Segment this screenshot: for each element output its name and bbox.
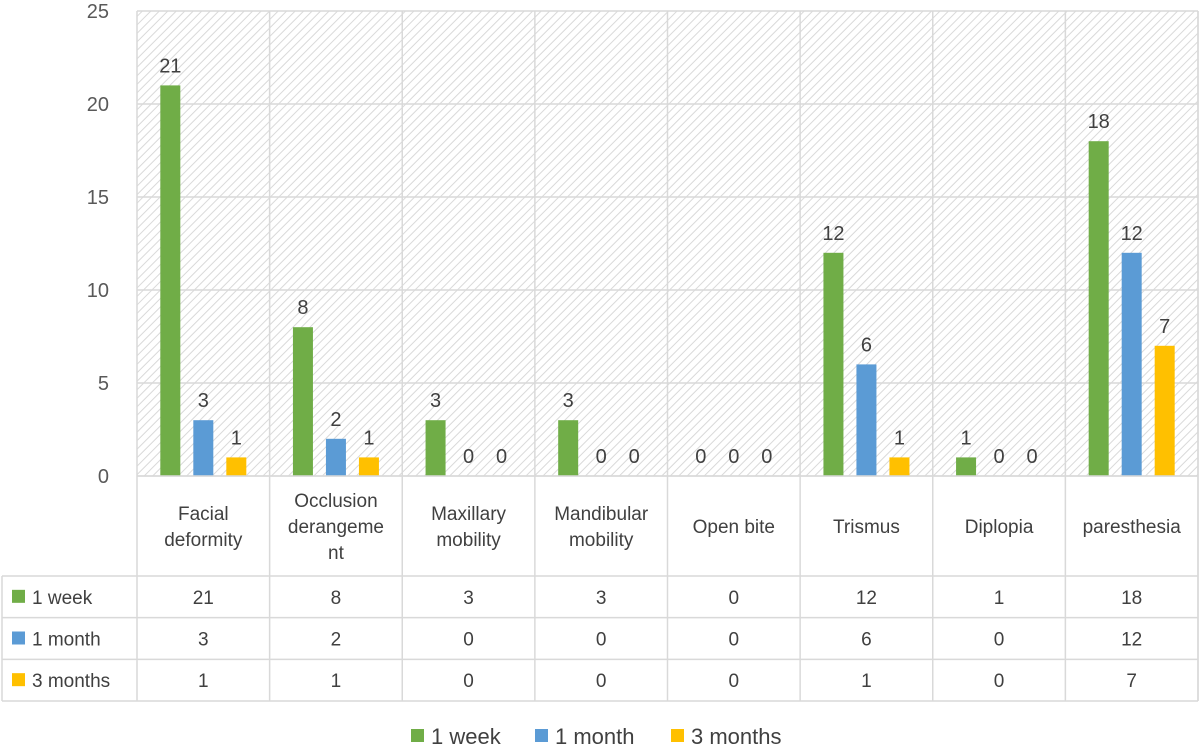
table-cell: 2: [331, 630, 342, 651]
data-label: 12: [822, 223, 844, 245]
data-label: 0: [596, 446, 607, 468]
category-label: Mandibular mobility: [554, 504, 649, 551]
table-cell: 0: [994, 630, 1005, 651]
y-tick-label: 15: [87, 187, 109, 209]
data-table: Facial deformity Occlusion derangeme nt Maxil…: [1, 11, 1199, 702]
data-label: 8: [297, 297, 308, 319]
table-legend-key: [12, 589, 25, 603]
bar: [823, 252, 844, 476]
category-label: Open bite: [693, 517, 775, 538]
table-cell: 3: [198, 630, 209, 651]
data-label: 2: [330, 409, 341, 431]
table-cell: 8: [331, 588, 342, 609]
table-cell: 0: [463, 671, 474, 692]
data-label: 1: [363, 427, 374, 449]
table-cell: 0: [596, 630, 607, 651]
bar: [1121, 252, 1142, 476]
table-legend-key: [12, 673, 25, 687]
category-label: Maxillary mobility: [431, 504, 506, 551]
data-label: 6: [861, 334, 872, 356]
bar: [956, 457, 977, 476]
data-label: 0: [496, 446, 507, 468]
data-label: 3: [563, 390, 574, 412]
bar: [425, 420, 446, 476]
bar: [558, 420, 579, 476]
table-cell: 3: [463, 588, 474, 609]
legend-key: [671, 729, 684, 742]
y-tick-label: 25: [87, 1, 109, 23]
table-cell: 0: [729, 588, 740, 609]
bar: [292, 327, 313, 476]
legend-label: 3 months: [691, 724, 782, 749]
table-cell: 0: [729, 671, 740, 692]
table-cell: 6: [861, 630, 872, 651]
data-label: 3: [198, 390, 209, 412]
table-cell: 0: [994, 671, 1005, 692]
data-label: 0: [695, 446, 706, 468]
category-label: Diplopia: [965, 517, 1034, 538]
table-cell: 12: [1121, 630, 1142, 651]
bar: [160, 85, 181, 477]
table-cell: 7: [1126, 671, 1137, 692]
data-label: 1: [231, 427, 242, 449]
bar: [325, 438, 346, 476]
table-cell: 0: [729, 630, 740, 651]
legend-key: [535, 729, 548, 742]
data-label: 7: [1159, 316, 1170, 338]
table-row-label: 1 week: [32, 588, 93, 609]
data-label: 21: [159, 55, 181, 77]
legend-label: 1 week: [431, 724, 502, 749]
data-label: 1: [961, 427, 972, 449]
data-label: 12: [1121, 223, 1143, 245]
data-label: 0: [761, 446, 772, 468]
bar: [226, 457, 247, 476]
legend-key: [411, 729, 424, 742]
data-label: 1: [894, 427, 905, 449]
table-cell: 21: [193, 588, 214, 609]
table-legend-key: [12, 631, 25, 645]
data-label: 3: [430, 390, 441, 412]
table-cell: 0: [596, 671, 607, 692]
bar: [193, 420, 214, 476]
y-tick-label: 10: [87, 280, 109, 302]
category-label: paresthesia: [1083, 517, 1182, 538]
table-row-label: 3 months: [32, 671, 110, 692]
table-cell: 18: [1121, 588, 1142, 609]
bar: [358, 457, 379, 476]
legend: 1 week 1 month 3 months: [411, 724, 782, 749]
table-row-label: 1 month: [32, 630, 101, 651]
category-label: Facial deformity: [164, 504, 243, 551]
category-label: Occlusion derangeme nt: [288, 491, 384, 564]
data-label: 18: [1088, 111, 1110, 133]
table-cell: 3: [596, 588, 607, 609]
data-label: 0: [463, 446, 474, 468]
table-cell: 0: [463, 630, 474, 651]
y-tick-label: 20: [87, 94, 109, 116]
bar: [1088, 141, 1109, 476]
y-tick-label: 5: [98, 373, 109, 395]
bar: [889, 457, 910, 476]
category-label: Trismus: [833, 517, 900, 538]
table-cell: 1: [331, 671, 342, 692]
data-label: 0: [994, 446, 1005, 468]
data-label: 0: [629, 446, 640, 468]
legend-label: 1 month: [555, 724, 635, 749]
y-tick-label: 0: [98, 466, 109, 488]
table-cell: 1: [994, 588, 1005, 609]
table-cell: 1: [861, 671, 872, 692]
table-cell: 12: [856, 588, 877, 609]
table-cell: 1: [198, 671, 209, 692]
data-label: 0: [728, 446, 739, 468]
data-label: 0: [1027, 446, 1038, 468]
bar: [1154, 345, 1175, 476]
bar: [856, 364, 877, 476]
